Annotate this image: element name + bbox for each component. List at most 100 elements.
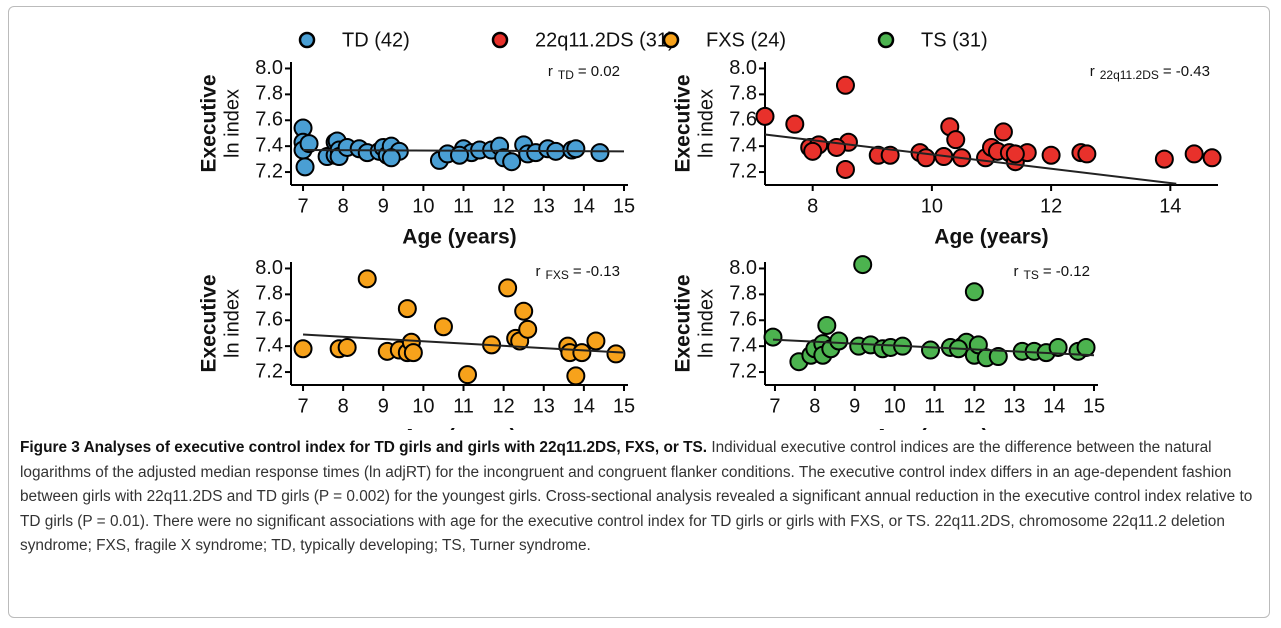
x-axis-label: Age (years)	[402, 426, 516, 430]
x-tick-label: 14	[1159, 195, 1181, 217]
x-tick-label: 7	[297, 195, 308, 217]
annotation-r: r	[548, 63, 553, 80]
y-tick-label: 8.0	[255, 257, 283, 279]
x-axis-label: Age (years)	[934, 226, 1048, 249]
y-tick-label: 7.4	[729, 134, 757, 156]
data-point	[295, 157, 315, 177]
data-point	[988, 347, 1008, 367]
legend-label: TD (42)	[342, 29, 410, 51]
x-tick-label: 10	[412, 395, 434, 417]
fit-line	[302, 333, 625, 354]
data-point	[763, 327, 783, 347]
annotation-value: = -0.12	[1043, 263, 1090, 280]
data-point	[458, 365, 478, 385]
data-point	[566, 139, 586, 159]
caption: Figure 3 Analyses of executive control i…	[20, 436, 1265, 559]
data-point	[514, 301, 534, 321]
data-point	[1076, 337, 1096, 357]
y-tick-label: 7.8	[729, 283, 757, 305]
x-tick-label: 12	[963, 395, 985, 417]
annotation-value: = -0.13	[573, 263, 620, 280]
y-tick-label: 7.4	[729, 334, 757, 356]
x-tick-label: 7	[297, 395, 308, 417]
y-tick-label: 7.6	[729, 109, 757, 131]
data-point	[357, 269, 377, 289]
caption-title: Figure 3 Analyses of executive control i…	[20, 439, 708, 456]
y-tick-label: 7.8	[729, 83, 757, 105]
data-point	[502, 152, 522, 172]
y-axis-label: Executive	[672, 274, 695, 372]
data-point	[606, 344, 626, 364]
legend-marker	[491, 31, 509, 49]
data-point	[566, 366, 586, 386]
data-point	[993, 122, 1013, 142]
correlation-annotation: r 22q11.2DS = -0.43	[1090, 63, 1210, 82]
data-point	[498, 278, 518, 298]
correlation-annotation: r TS = -0.12	[1014, 263, 1090, 282]
annotation-r: r	[536, 263, 541, 280]
y-tick-label: 7.8	[255, 283, 283, 305]
data-point	[853, 255, 873, 275]
x-tick-label: 9	[378, 395, 389, 417]
data-point	[835, 75, 855, 95]
x-tick-label: 11	[924, 395, 945, 417]
y-tick-label: 7.4	[255, 134, 283, 156]
y-tick-label: 7.4	[255, 334, 283, 356]
x-tick-label: 15	[613, 195, 635, 217]
x-tick-label: 11	[453, 195, 474, 217]
annotation-subscript: TS	[1024, 268, 1039, 282]
data-point	[1041, 145, 1061, 165]
x-tick-label: 14	[573, 395, 595, 417]
x-tick-label: 15	[613, 395, 635, 417]
y-tick-label: 8.0	[255, 57, 283, 79]
legend-marker	[662, 31, 680, 49]
x-tick-label: 9	[378, 195, 389, 217]
x-tick-label: 10	[883, 395, 905, 417]
y-tick-label: 7.6	[255, 309, 283, 331]
y-axis-label-2: ln index	[695, 289, 717, 358]
legend-marker	[298, 31, 316, 49]
data-point	[586, 331, 606, 351]
x-axis-label: Age (years)	[874, 426, 988, 430]
x-tick-label: 12	[493, 195, 515, 217]
data-point	[572, 343, 592, 363]
annotation-r: r	[1090, 63, 1095, 80]
x-tick-label: 10	[921, 195, 943, 217]
y-tick-label: 7.6	[729, 309, 757, 331]
legend-marker	[877, 31, 895, 49]
y-tick-label: 8.0	[729, 257, 757, 279]
figure-frame	[8, 6, 1270, 618]
annotation-value: = -0.43	[1163, 63, 1210, 80]
data-point	[403, 343, 423, 363]
data-point	[590, 143, 610, 163]
y-tick-label: 7.8	[255, 83, 283, 105]
y-tick-label: 8.0	[729, 57, 757, 79]
data-point	[785, 114, 805, 134]
x-tick-label: 11	[453, 395, 474, 417]
x-tick-label: 12	[1040, 195, 1062, 217]
x-tick-label: 13	[1003, 395, 1025, 417]
data-point	[381, 148, 401, 168]
x-tick-label: 13	[533, 395, 555, 417]
x-tick-label: 14	[573, 195, 595, 217]
y-tick-label: 7.2	[255, 160, 283, 182]
y-tick-label: 7.6	[255, 109, 283, 131]
x-axis-label: Age (years)	[402, 226, 516, 249]
x-tick-label: 8	[809, 395, 820, 417]
data-point	[964, 282, 984, 302]
data-point	[450, 145, 469, 165]
data-point	[835, 159, 855, 179]
data-point	[1184, 144, 1204, 164]
fit-line	[764, 133, 1177, 185]
data-point	[1154, 149, 1174, 169]
data-point	[755, 106, 775, 126]
x-tick-label: 8	[338, 195, 349, 217]
x-tick-label: 9	[849, 395, 860, 417]
legend-label: FXS (24)	[706, 29, 786, 51]
fit-line	[772, 338, 1095, 357]
data-point	[829, 331, 849, 351]
data-point	[433, 317, 453, 337]
data-point	[946, 130, 966, 150]
data-point	[803, 141, 823, 161]
data-point	[921, 340, 941, 360]
